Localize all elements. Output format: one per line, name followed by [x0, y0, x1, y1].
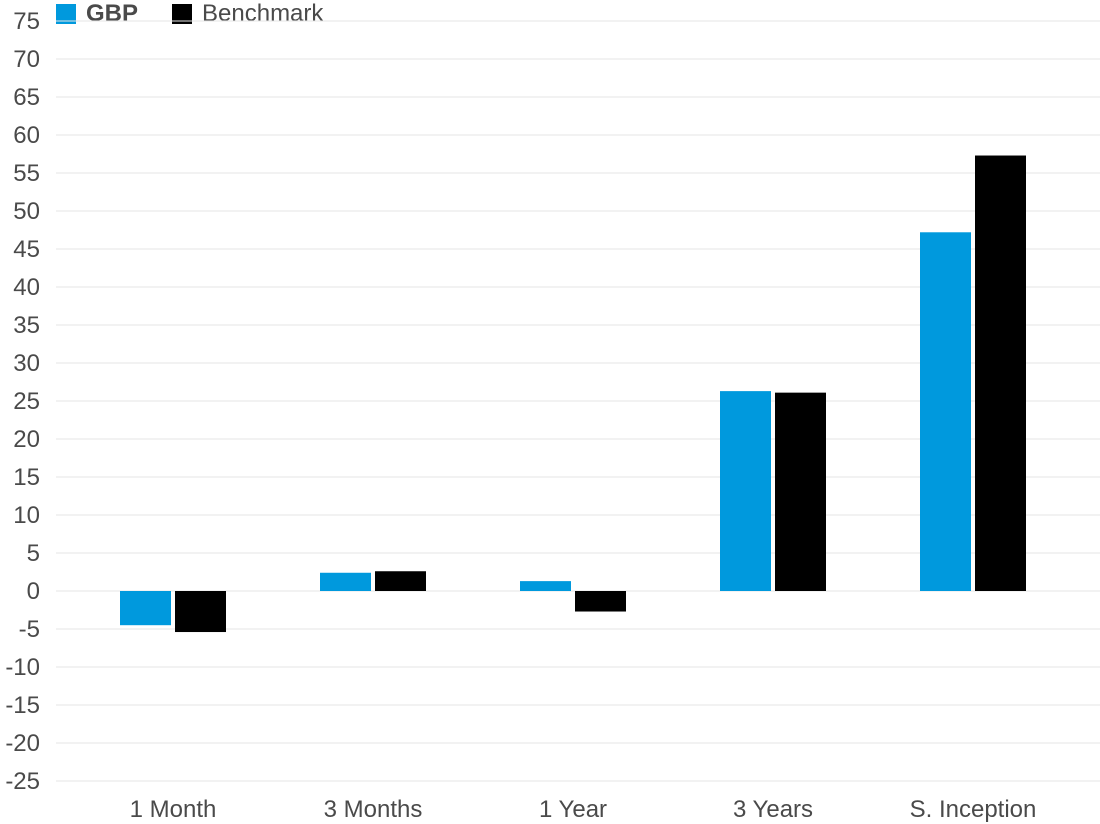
legend-item-benchmark: Benchmark [172, 0, 323, 28]
y-tick-label: 50 [13, 198, 40, 225]
y-tick-label: -25 [5, 768, 40, 795]
legend-item-gbp: GBP [56, 0, 138, 28]
y-tick-label: 30 [13, 350, 40, 377]
y-tick-label: 45 [13, 236, 40, 263]
y-tick-label: 40 [13, 274, 40, 301]
y-tick-label: 15 [13, 464, 40, 491]
bar-benchmark-s-inception [975, 155, 1026, 591]
legend-swatch-benchmark [172, 4, 193, 24]
bar-gbp-1-month [120, 591, 171, 626]
y-tick-label: 60 [13, 122, 40, 149]
y-tick-label: 70 [13, 46, 40, 73]
legend: GBP Benchmark [56, 0, 357, 28]
bar-benchmark-1-year [575, 591, 626, 612]
legend-label-gbp: GBP [86, 0, 139, 27]
y-tick-label: 35 [13, 312, 40, 339]
y-tick-label: 75 [13, 8, 40, 35]
x-tick-label: 1 Month [130, 796, 217, 823]
x-tick-label: 3 Months [324, 796, 423, 823]
y-tick-label: 5 [27, 540, 40, 567]
bar-benchmark-3-years [775, 392, 826, 591]
x-tick-label: 3 Years [733, 796, 813, 823]
y-tick-label: 0 [27, 578, 40, 605]
y-tick-label: -20 [5, 730, 40, 757]
y-tick-label: 55 [13, 160, 40, 187]
y-tick-label: -10 [5, 654, 40, 681]
bar-gbp-3-years [720, 391, 771, 591]
bar-gbp-3-months [320, 572, 371, 591]
bar-benchmark-1-month [175, 591, 226, 633]
y-tick-label: 10 [13, 502, 40, 529]
bar-gbp-1-year [520, 581, 571, 591]
legend-swatch-gbp [56, 4, 76, 24]
bar-gbp-s-inception [920, 232, 971, 591]
x-tick-label: S. Inception [910, 796, 1037, 823]
y-tick-label: 20 [13, 426, 40, 453]
bar-benchmark-3-months [375, 571, 426, 591]
y-tick-label: -5 [19, 616, 40, 643]
y-tick-label: 25 [13, 388, 40, 415]
x-tick-label: 1 Year [539, 796, 607, 823]
y-tick-label: 65 [13, 84, 40, 111]
y-tick-label: -15 [5, 692, 40, 719]
legend-label-benchmark: Benchmark [202, 0, 324, 27]
